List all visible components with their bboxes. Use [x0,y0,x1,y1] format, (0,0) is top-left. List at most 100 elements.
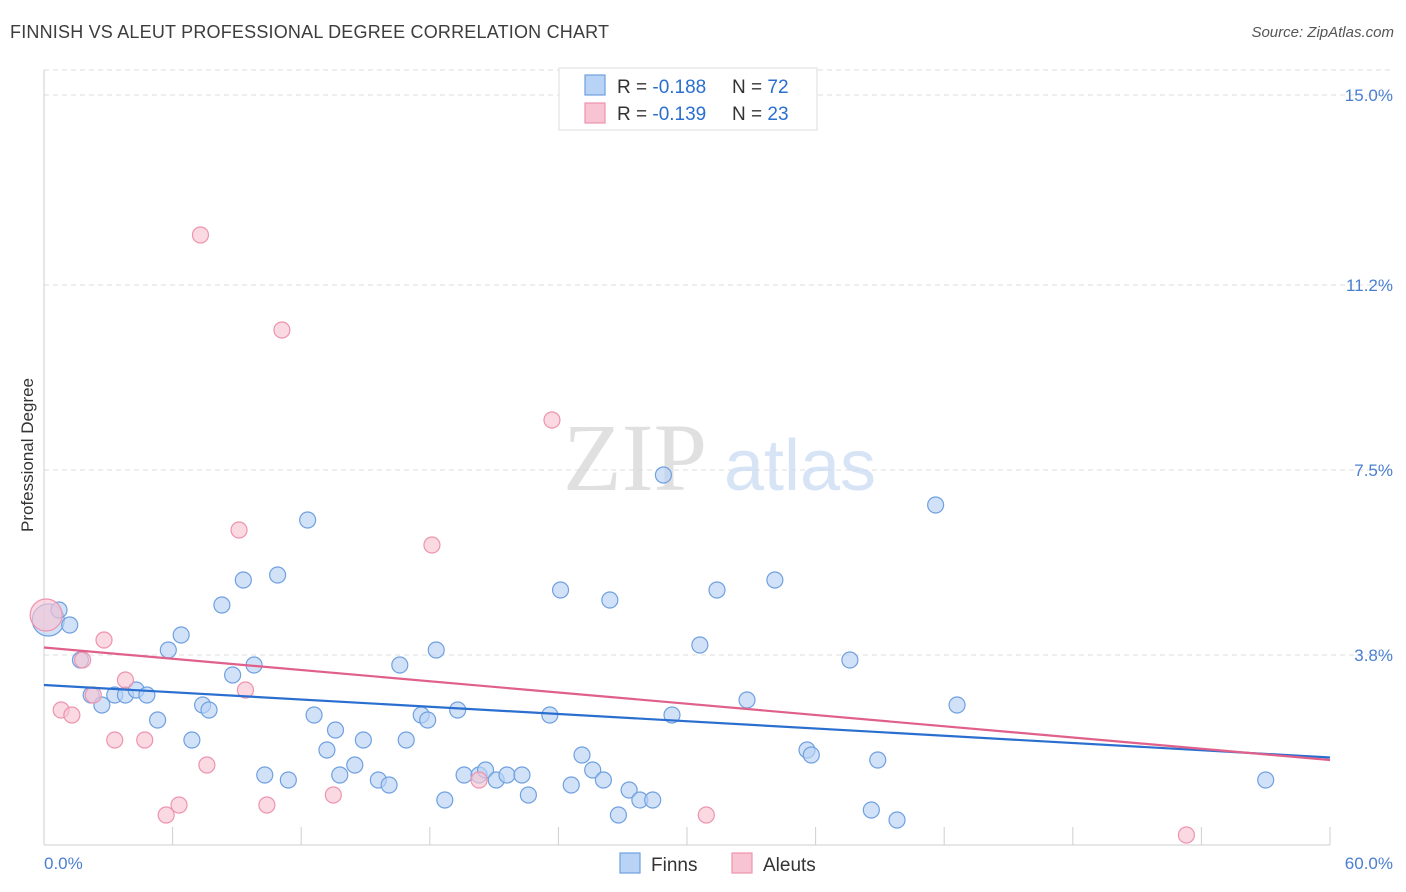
svg-text:N = 72: N = 72 [732,77,789,98]
finns-point [427,641,445,659]
bottom-legend-label-aleuts: Aleuts [763,855,816,876]
bottom-legend-swatch-aleuts [731,852,753,874]
finns-point [519,786,537,804]
aleuts-point [157,806,175,824]
legend-n-value-finns: 72 [767,77,788,98]
finns-point [318,741,336,759]
aleuts-point [73,651,92,669]
finns-trend-line [43,683,1331,759]
svg-text:R = -0.188: R = -0.188 [617,77,706,98]
aleuts-point [170,796,188,814]
finns-point [326,721,345,739]
chart-source: Source: ZipAtlas.com [1251,24,1394,41]
finns-point [397,731,415,749]
x-tick-label-max: 60.0% [1345,854,1393,873]
finns-point [738,691,756,709]
finns-point [498,766,516,784]
aleuts-point [116,671,135,689]
y-tick-labels: 3.8% 7.5% 11.2% 15.0% [1345,86,1393,665]
svg-text:N = 23: N = 23 [732,104,789,125]
finns-point [601,591,619,609]
aleuts-point [236,681,255,699]
finns-point [148,711,167,729]
aleuts-points [29,226,1195,844]
finns-point [541,706,559,724]
finns-point [305,706,323,724]
finns-point [573,746,591,764]
y-tick-label: 3.8% [1354,646,1393,665]
finns-point [172,626,190,644]
finns-point [279,771,297,789]
finns-point [766,571,784,589]
finns-point [61,616,79,634]
aleuts-point [106,731,124,749]
finns-point [584,761,602,779]
legend-n-label-aleuts: N = [732,104,767,125]
aleuts-point [29,598,63,632]
finns-point [888,811,906,829]
finns-point [224,666,242,684]
legend-r-value-aleuts: -0.139 [652,104,706,125]
aleuts-point [470,771,488,789]
legend-r-label-finns: R = [617,77,652,98]
bottom-legend-swatch-finns [619,852,641,874]
aleuts-point [95,631,113,649]
y-tick-label: 15.0% [1345,86,1393,105]
finns-point [594,771,613,789]
finns-point [663,706,681,724]
legend-r-value-finns: -0.188 [652,77,706,98]
bottom-legend-label-finns: Finns [651,855,697,876]
finns-point [449,701,467,719]
finns-point [551,581,570,599]
aleuts-point [324,786,342,804]
legend-r-label-aleuts: R = [617,104,652,125]
aleuts-point [423,536,441,554]
aleuts-point [543,411,561,429]
finns-point [708,581,726,599]
finns-point [213,596,231,614]
watermark: ZIP atlas [563,404,876,511]
aleuts-point [697,806,715,824]
finns-point [436,791,454,809]
finns-point [691,636,709,654]
finns-point [159,641,177,659]
finns-point [654,466,673,484]
aleuts-point [63,706,81,724]
chart-title: FINNISH VS ALEUT PROFESSIONAL DEGREE COR… [10,22,610,42]
finns-point [644,791,662,809]
aleuts-point [1177,826,1195,844]
aleuts-point [84,686,102,704]
svg-text:R = -0.139: R = -0.139 [617,104,706,125]
gridlines [44,69,1393,656]
legend-box: R = -0.188 N = 72 R = -0.139 N = 23 [558,67,818,131]
finns-point [869,751,887,769]
finns-point [269,566,287,584]
finns-point [256,766,274,784]
aleuts-point [258,796,276,814]
bottom-legend: Finns Aleuts [619,852,816,876]
finns-point [1257,771,1275,789]
finns-point [331,766,349,784]
finns-point [620,781,638,799]
finns-point [200,701,218,719]
finns-point [234,571,252,589]
legend-n-value-aleuts: 23 [767,104,788,125]
x-tick-label-min: 0.0% [44,854,83,873]
finns-point [802,746,820,764]
finns-point [948,696,966,714]
watermark-atlas: atlas [724,426,876,506]
aleuts-point [136,731,154,749]
finns-point [455,766,473,784]
finns-point [380,776,398,794]
y-tick-label: 7.5% [1354,461,1393,480]
finns-point [927,496,945,514]
axes [43,70,1331,846]
aleuts-point [230,521,248,539]
finns-point [562,776,580,794]
finns-point [183,731,201,749]
aleuts-point [273,321,291,339]
finns-point [513,766,531,784]
finns-point [419,711,437,729]
finns-point [841,651,859,669]
